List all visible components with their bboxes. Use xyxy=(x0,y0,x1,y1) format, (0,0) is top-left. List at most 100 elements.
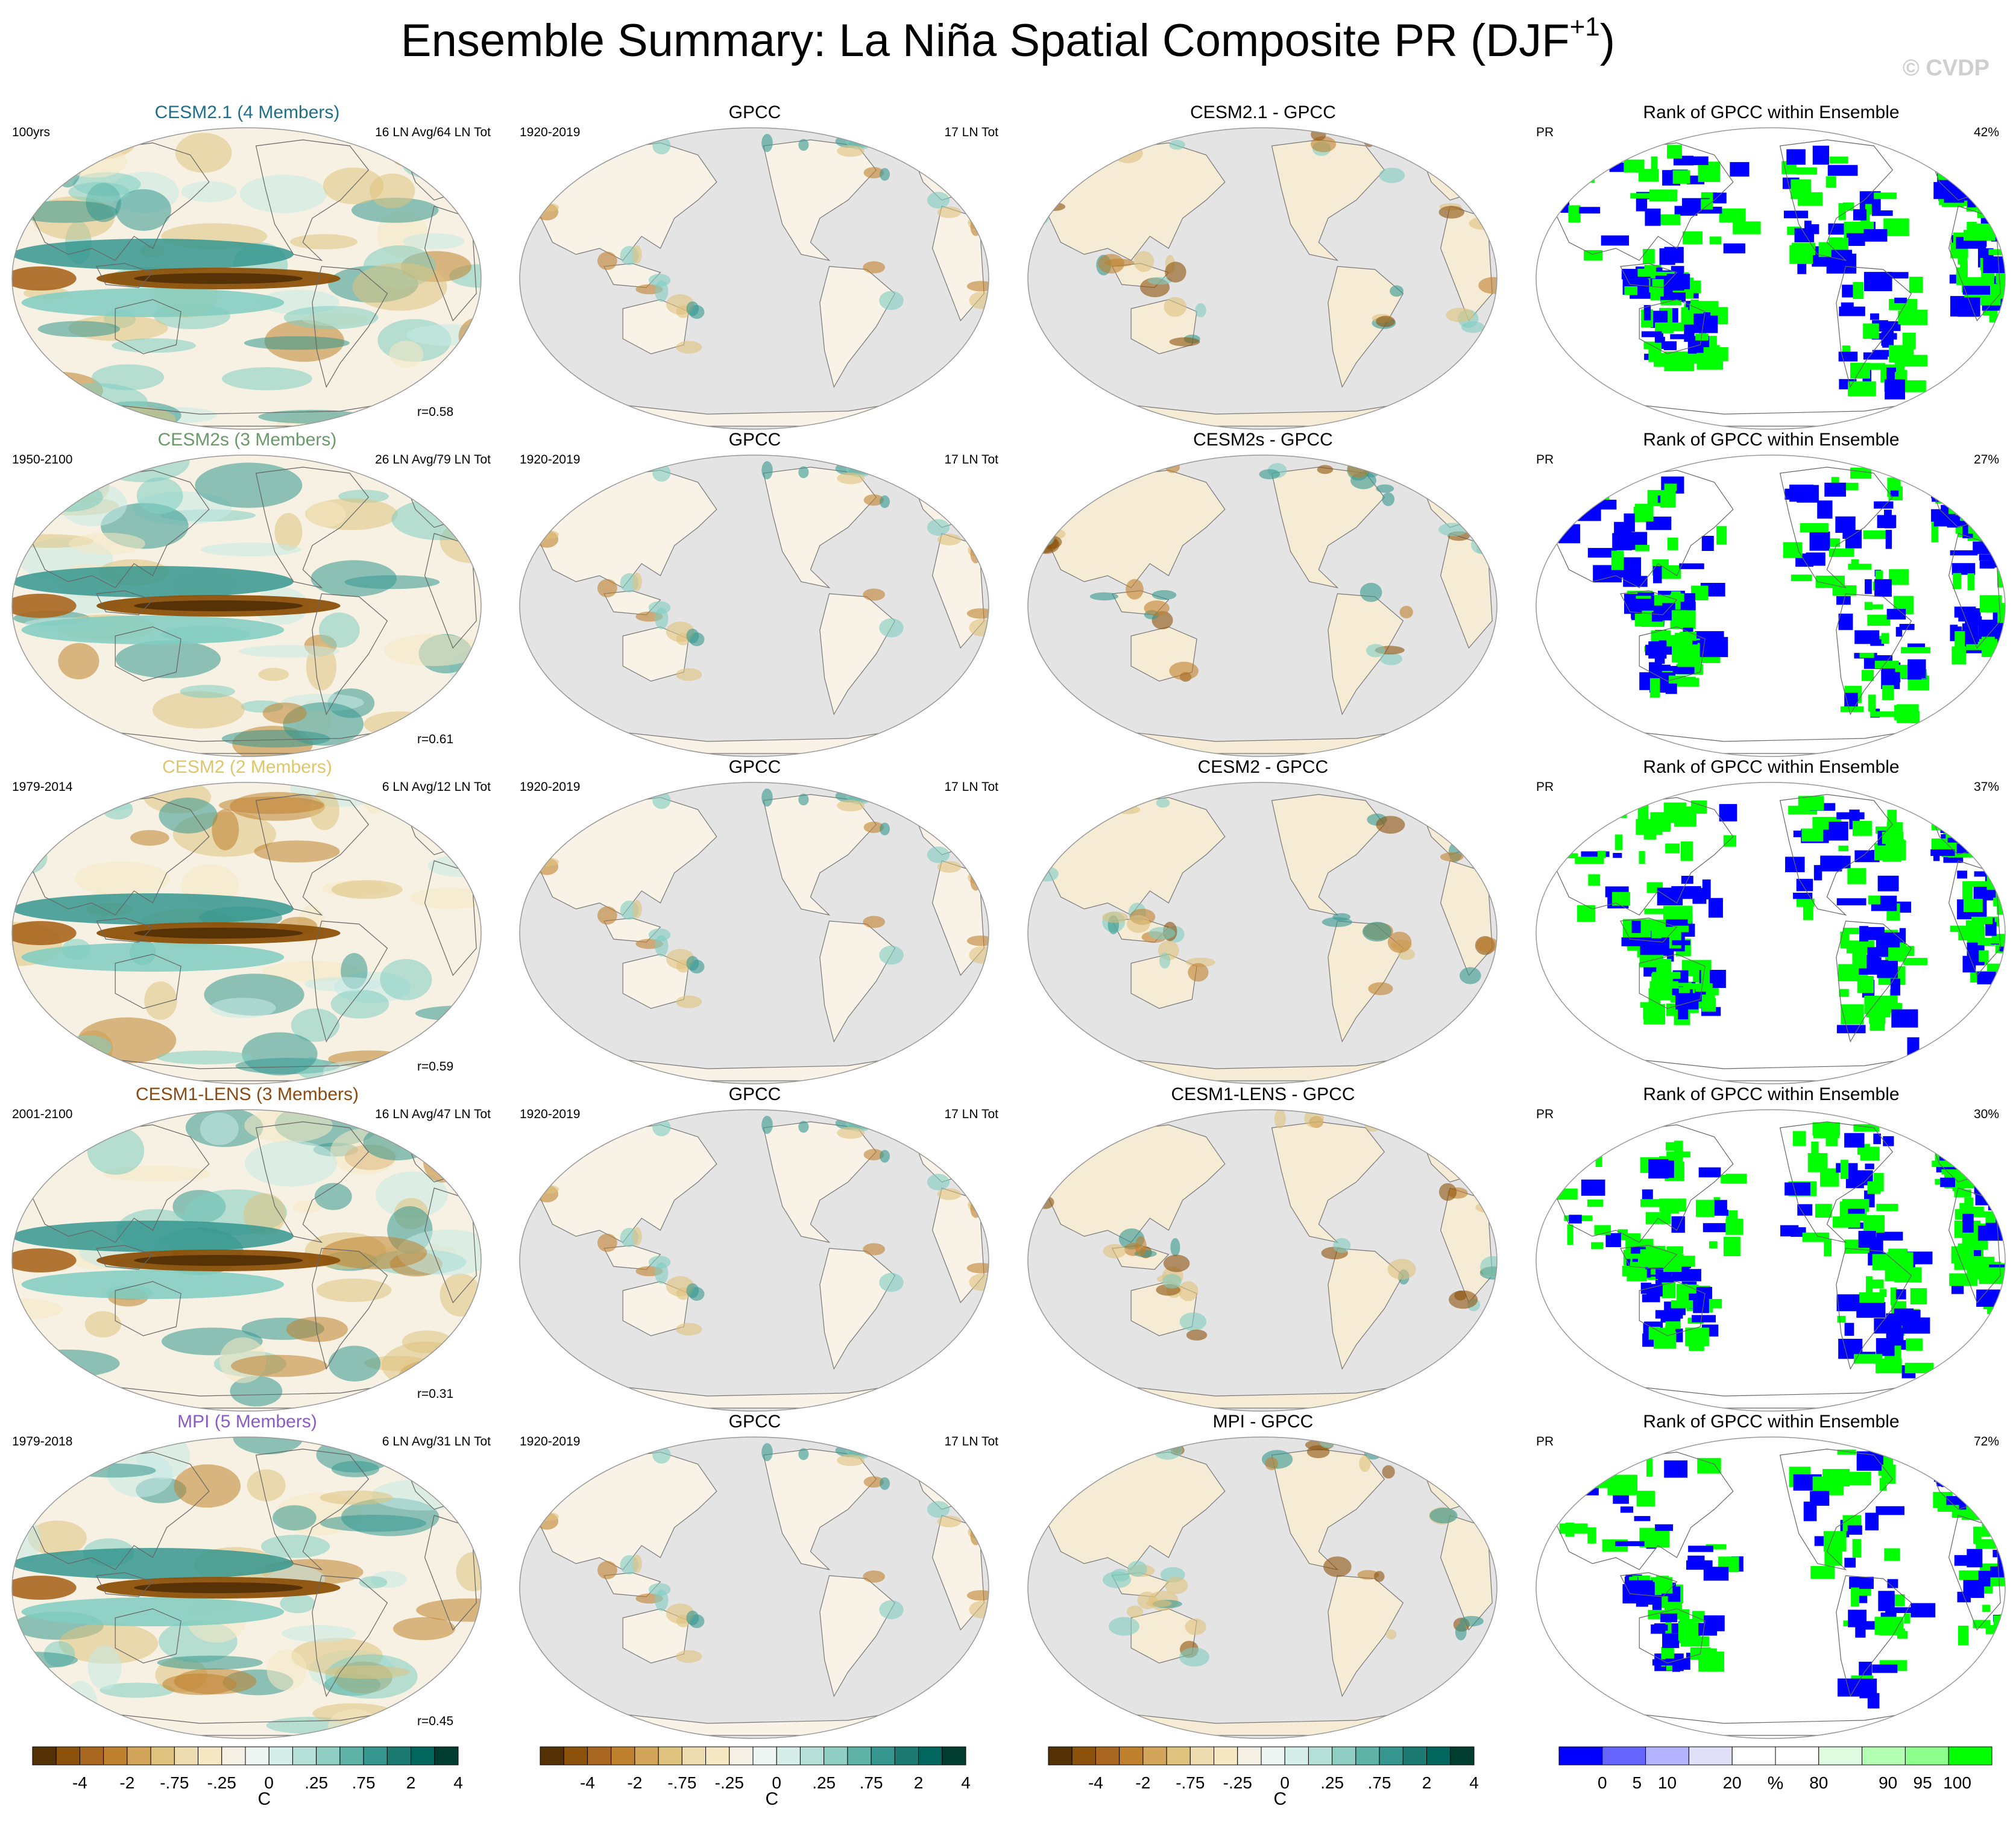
colorbar-3-label-1: 5 xyxy=(1632,1773,1642,1792)
model-avg-3: 16 LN Avg/47 LN Tot xyxy=(375,1107,491,1121)
colorbar-3-label-7: 95 xyxy=(1913,1773,1932,1792)
obs-tot-1: 17 LN Tot xyxy=(944,453,998,467)
obs-map-outline-3 xyxy=(519,1109,989,1412)
colorbar-3-label-8: 100 xyxy=(1943,1773,1971,1792)
diff-title-0: CESM2.1 - GPCC xyxy=(1190,102,1336,122)
colorbar-0-swatch-12 xyxy=(316,1746,341,1766)
colorbar-0-unit: C xyxy=(257,1789,271,1809)
colorbar-2-label-1: -2 xyxy=(1135,1773,1151,1792)
model-title-1: CESM2s (3 Members) xyxy=(157,430,337,450)
colorbar-0-swatch-5 xyxy=(150,1746,175,1766)
rank-var-3: PR xyxy=(1536,1107,1554,1121)
model-avg-1: 26 LN Avg/79 LN Tot xyxy=(375,453,491,467)
colorbar-0-label-0: -4 xyxy=(72,1773,87,1792)
colorbar-0-swatch-6 xyxy=(174,1746,199,1766)
diff-map-outline-3 xyxy=(1027,1109,1498,1412)
model-avg-0: 16 LN Avg/64 LN Tot xyxy=(375,125,491,139)
colorbar-3-swatch-9 xyxy=(1948,1746,1992,1766)
rank-map-1 xyxy=(1536,455,2005,756)
colorbar-1-swatch-17 xyxy=(942,1746,966,1766)
colorbar-2-swatch-14 xyxy=(1379,1746,1403,1766)
rank-pct-2: 37% xyxy=(1973,780,1999,794)
rank-map-0 xyxy=(1536,128,2005,429)
colorbar-0-label-1: -2 xyxy=(119,1773,135,1792)
diff-title-4: MPI - GPCC xyxy=(1212,1412,1314,1432)
colorbar-2-swatch-1 xyxy=(1071,1746,1096,1766)
obs-years-0: 1920-2019 xyxy=(520,125,581,139)
model-r-3: r=0.31 xyxy=(417,1387,454,1401)
model-title-0: CESM2.1 (4 Members) xyxy=(154,102,340,122)
model-map-outline-2 xyxy=(11,782,482,1084)
colorbar-1-label-7: 2 xyxy=(913,1773,924,1792)
obs-years-1: 1920-2019 xyxy=(520,453,581,467)
model-avg-2: 6 LN Avg/12 LN Tot xyxy=(382,780,491,794)
model-years-2: 1979-2014 xyxy=(12,780,73,794)
colorbar-1-label-2: -.75 xyxy=(667,1773,697,1792)
colorbar-3-swatch-6 xyxy=(1818,1746,1863,1766)
colorbar-3-label-6: 90 xyxy=(1879,1773,1898,1792)
obs-map-outline-4 xyxy=(519,1436,989,1739)
model-r-0: r=0.58 xyxy=(417,405,454,419)
model-r-1: r=0.61 xyxy=(417,732,454,746)
obs-title-3: GPCC xyxy=(728,1084,781,1104)
colorbar-2-swatch-5 xyxy=(1166,1746,1191,1766)
model-map-1 xyxy=(12,455,481,756)
colorbar-0-swatch-10 xyxy=(268,1746,293,1766)
cvdp-watermark: © CVDP xyxy=(1902,55,1989,81)
model-map-3 xyxy=(12,1110,481,1411)
colorbar-2-label-6: .75 xyxy=(1367,1773,1391,1792)
model-map-outline-0 xyxy=(11,127,482,430)
colorbar-1-label-5: .25 xyxy=(812,1773,836,1792)
obs-title-0: GPCC xyxy=(728,102,781,122)
colorbar-1-swatch-11 xyxy=(799,1746,825,1766)
diff-map-0 xyxy=(1028,128,1497,429)
colorbar-3-swatch-8 xyxy=(1904,1746,1949,1766)
rank-map-2 xyxy=(1536,782,2005,1084)
diff-map-outline-0 xyxy=(1027,127,1498,430)
diff-map-3 xyxy=(1028,1110,1497,1411)
colorbar-2-swatch-9 xyxy=(1261,1746,1285,1766)
obs-map-4 xyxy=(520,1437,989,1738)
colorbar-3-label-5: 80 xyxy=(1809,1773,1829,1792)
colorbar-1-swatch-16 xyxy=(918,1746,943,1766)
colorbar-1-swatch-6 xyxy=(681,1746,707,1766)
diff-map-4 xyxy=(1028,1437,1497,1738)
colorbar-2-swatch-10 xyxy=(1284,1746,1309,1766)
colorbar-3-label-3: 20 xyxy=(1722,1773,1742,1792)
colorbar-2-swatch-2 xyxy=(1095,1746,1120,1766)
obs-title-1: GPCC xyxy=(728,430,781,450)
rank-map-outline-4 xyxy=(1536,1436,2006,1739)
obs-tot-4: 17 LN Tot xyxy=(944,1435,998,1448)
colorbar-1-label-0: -4 xyxy=(579,1773,595,1792)
colorbar-1-swatch-12 xyxy=(824,1746,848,1766)
colorbar-0-swatch-16 xyxy=(411,1746,435,1766)
model-avg-4: 6 LN Avg/31 LN Tot xyxy=(382,1435,491,1448)
model-map-2 xyxy=(12,782,481,1084)
rank-title-0: Rank of GPCC within Ensemble xyxy=(1643,102,1900,122)
diff-map-outline-1 xyxy=(1027,454,1498,757)
colorbar-2-label-7: 2 xyxy=(1422,1773,1432,1792)
colorbar-3-swatch-5 xyxy=(1775,1746,1819,1766)
rank-map-outline-2 xyxy=(1536,782,2006,1084)
obs-tot-2: 17 LN Tot xyxy=(944,780,998,794)
colorbar-0-swatch-2 xyxy=(79,1746,104,1766)
model-r-4: r=0.45 xyxy=(417,1714,454,1728)
diff-title-3: CESM1-LENS - GPCC xyxy=(1171,1084,1355,1104)
colorbar-0-swatch-15 xyxy=(386,1746,412,1766)
colorbar-2-swatch-6 xyxy=(1189,1746,1215,1766)
rank-var-2: PR xyxy=(1536,780,1554,794)
model-years-0: 100yrs xyxy=(12,125,51,139)
colorbar-2-unit: C xyxy=(1273,1789,1287,1809)
colorbar-1-label-8: 4 xyxy=(961,1773,971,1792)
colorbar-0-swatch-11 xyxy=(292,1746,317,1766)
colorbar-0-label-3: -.25 xyxy=(207,1773,236,1792)
colorbar-2-swatch-17 xyxy=(1450,1746,1475,1766)
obs-map-outline-2 xyxy=(519,782,989,1084)
obs-map-outline-0 xyxy=(519,127,989,430)
model-r-2: r=0.59 xyxy=(417,1060,454,1074)
colorbar-2-label-3: -.25 xyxy=(1223,1773,1252,1792)
colorbar-0-label-2: -.75 xyxy=(160,1773,189,1792)
colorbar-1-swatch-8 xyxy=(729,1746,754,1766)
rank-title-1: Rank of GPCC within Ensemble xyxy=(1643,430,1900,450)
obs-map-1 xyxy=(520,455,989,756)
